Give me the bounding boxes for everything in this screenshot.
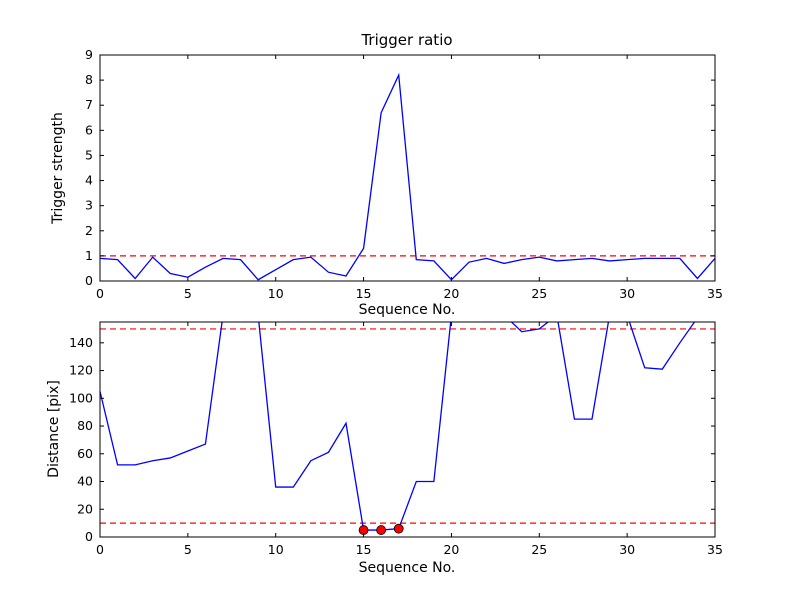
top-chart-title: Trigger ratio <box>360 31 452 49</box>
x-tick-label: 0 <box>96 542 104 557</box>
x-tick-label: 15 <box>356 286 372 301</box>
y-tick-label: 2 <box>85 223 93 238</box>
x-tick-label: 15 <box>356 542 372 557</box>
x-tick-label: 35 <box>707 286 723 301</box>
y-tick-label: 9 <box>85 47 93 62</box>
x-tick-label: 0 <box>96 286 104 301</box>
y-tick-label: 60 <box>77 446 93 461</box>
y-tick-label: 8 <box>85 72 93 87</box>
x-tick-label: 30 <box>619 542 635 557</box>
x-tick-label: 35 <box>707 542 723 557</box>
y-tick-label: 20 <box>77 501 93 516</box>
y-tick-label: 5 <box>85 147 93 162</box>
chart-0: 0 5 10 15 20 25 30 35 0 1 2 3 4 5 6 7 8 9 <box>85 47 723 301</box>
y-tick-label: 80 <box>77 418 93 433</box>
y-tick-label: 140 <box>69 335 93 350</box>
y-tick-label: 7 <box>85 97 93 112</box>
bottom-chart-ylabel: Distance [pix] <box>46 380 62 478</box>
x-tick-label: 25 <box>531 286 547 301</box>
y-tick-label: 120 <box>69 363 93 378</box>
y-tick-label: 4 <box>85 173 93 188</box>
y-tick-label: 6 <box>85 122 93 137</box>
x-tick-label: 10 <box>268 286 284 301</box>
y-tick-label: 0 <box>85 273 93 288</box>
x-tick-label: 10 <box>268 542 284 557</box>
y-tick-label: 3 <box>85 198 93 213</box>
y-tick-label: 0 <box>85 529 93 544</box>
x-tick-label: 30 <box>619 286 635 301</box>
bottom-chart-xlabel: Sequence No. <box>359 560 456 576</box>
x-tick-label: 20 <box>443 286 459 301</box>
top-chart-ylabel: Trigger strength <box>50 112 66 225</box>
top-chart-xlabel: Sequence No. <box>359 302 456 318</box>
x-tick-label: 5 <box>184 542 192 557</box>
x-tick-label: 25 <box>531 542 547 557</box>
y-tick-label: 1 <box>85 248 93 263</box>
x-tick-label: 5 <box>184 286 192 301</box>
chart-1: 0 5 10 15 20 25 30 35 0 20 40 60 80 100 120 140 <box>69 321 723 557</box>
y-tick-label: 40 <box>77 474 93 489</box>
x-tick-label: 20 <box>443 542 459 557</box>
y-tick-label: 100 <box>69 390 93 405</box>
